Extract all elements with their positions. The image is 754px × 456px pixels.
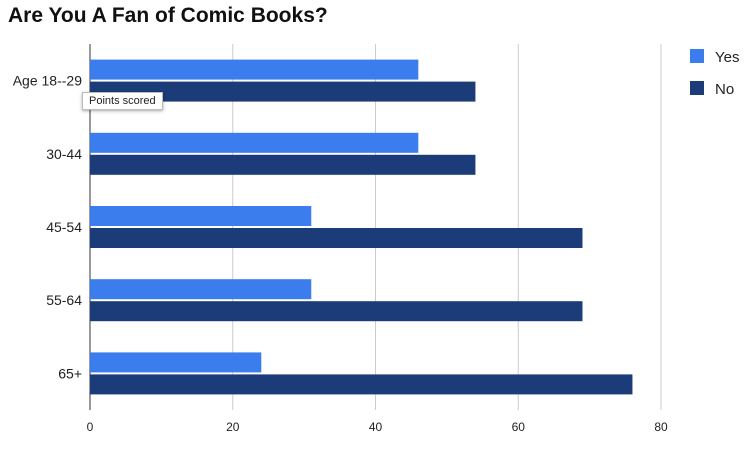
category-label: 30-44 xyxy=(46,146,82,162)
bar-yes[interactable] xyxy=(90,59,419,80)
x-tick-label: 20 xyxy=(226,420,240,434)
category-label: 55-64 xyxy=(46,292,82,308)
legend-swatch xyxy=(690,81,704,95)
chart-title: Are You A Fan of Comic Books? xyxy=(8,4,328,27)
bars xyxy=(90,59,633,395)
bar-no[interactable] xyxy=(90,374,633,395)
category-label: 45-54 xyxy=(46,219,82,235)
category-labels: Age 18--29 30-44 45-54 55-64 65+ xyxy=(13,73,82,382)
bar-yes[interactable] xyxy=(90,132,419,153)
legend-label: No xyxy=(715,81,734,98)
x-tick-label: 60 xyxy=(512,420,526,434)
x-tick-label: 80 xyxy=(654,420,668,434)
gridlines xyxy=(89,44,662,410)
legend: Yes No xyxy=(690,49,739,98)
category-label: Age 18--29 xyxy=(13,73,82,89)
bar-no[interactable] xyxy=(90,154,476,175)
category-label: 65+ xyxy=(58,365,82,381)
x-tick-labels: 0 20 40 60 80 xyxy=(87,420,668,434)
bar-yes[interactable] xyxy=(90,352,262,373)
x-tick-label: 0 xyxy=(87,420,94,434)
legend-label: Yes xyxy=(715,49,739,66)
bar-yes[interactable] xyxy=(90,206,312,226)
bar-no[interactable] xyxy=(90,81,476,102)
tooltip: Points scored xyxy=(82,92,163,110)
bar-no[interactable] xyxy=(90,301,583,322)
bar-no[interactable] xyxy=(90,228,583,248)
bar-yes[interactable] xyxy=(90,279,312,300)
x-tick-label: 40 xyxy=(369,420,383,434)
legend-swatch xyxy=(690,49,704,63)
